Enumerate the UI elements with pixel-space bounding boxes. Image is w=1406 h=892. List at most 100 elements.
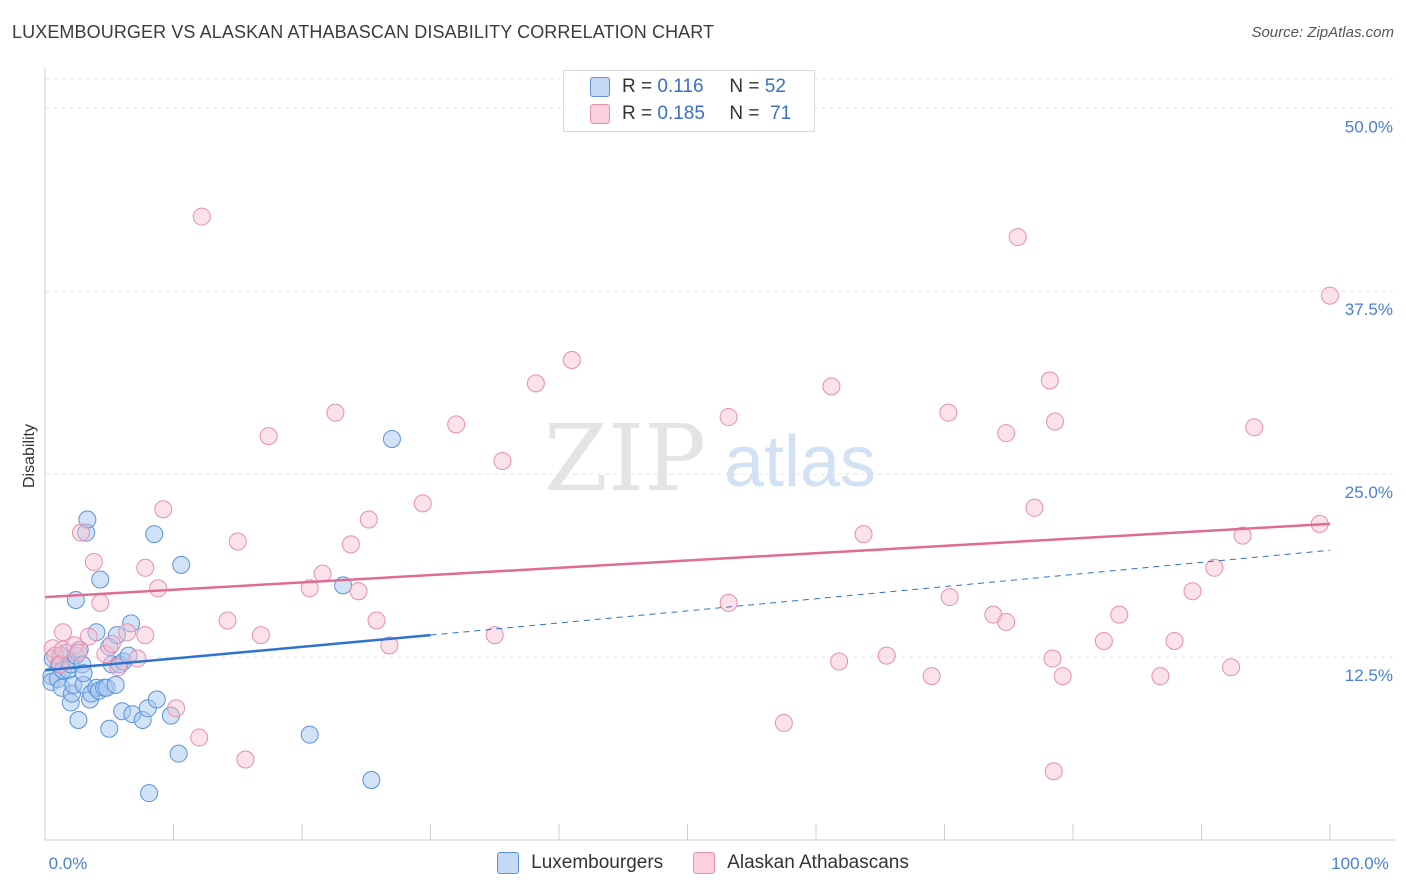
luxembourger-point <box>91 570 110 589</box>
alaskan-athabascan-point <box>96 645 115 664</box>
alaskan-athabascan-point <box>69 643 88 662</box>
x-tick-label-min: 0.0% <box>49 854 88 873</box>
alaskan-athabascan-point <box>53 623 72 642</box>
alaskan-athabascan-point <box>997 612 1016 631</box>
series-legend: Luxembourgers Alaskan Athabascans <box>0 852 1406 874</box>
legend-r-label: R = <box>622 103 653 124</box>
chart-title: LUXEMBOURGER VS ALASKAN ATHABASCAN DISAB… <box>12 22 715 42</box>
alaskan-athabascan-point <box>940 588 959 607</box>
alaskan-athabascan-point <box>1025 498 1044 517</box>
legend-n-value: 71 <box>770 103 792 124</box>
watermark-zip: ZIP <box>544 405 706 512</box>
alaskan-athabascan-point <box>380 636 399 655</box>
alaskan-athabascan-point <box>939 403 958 422</box>
alaskan-athabascan-point <box>1151 667 1170 686</box>
luxembourger-point <box>100 719 119 738</box>
y-tick-label: 37.5% <box>1345 300 1393 319</box>
legend-r-value: 0.116 <box>657 76 704 97</box>
alaskan-athabascan-point <box>154 500 173 519</box>
luxembourger-point <box>145 525 164 544</box>
alaskan-athabascan-point <box>79 627 98 646</box>
alaskan-athabascan-point <box>53 640 72 659</box>
luxembourgers-trend-extension <box>430 549 1331 636</box>
y-tick-label: 12.5% <box>1345 666 1393 685</box>
alaskan-athabascan-point <box>1245 418 1264 437</box>
alaskan-athabascan-point <box>1233 526 1252 545</box>
luxembourger-point <box>169 744 188 763</box>
legend-swatch-blue <box>590 77 610 97</box>
alaskan-athabascan-point <box>1008 228 1027 247</box>
series-legend-luxembourgers: Luxembourgers <box>497 852 663 874</box>
alaskan-athabascan-point <box>359 510 378 529</box>
alaskan-athabascan-point <box>367 611 386 630</box>
legend-swatch-blue <box>497 852 520 874</box>
gridlines <box>45 78 1395 658</box>
legend-n-label: N = <box>729 76 760 97</box>
alaskan-athabascan-point <box>562 350 581 369</box>
alaskan-athabascan-point <box>326 403 345 422</box>
y-tick-label: 25.0% <box>1345 483 1393 502</box>
alaskan-athabascan-point <box>300 579 319 598</box>
alaskan-athabascan-point <box>493 451 512 470</box>
luxembourger-point <box>107 626 126 645</box>
alaskan-athabascan-point <box>167 699 186 718</box>
alaskan-athabascan-point <box>251 626 270 645</box>
alaskan-athabascan-point <box>485 626 504 645</box>
legend-r-label: R = <box>622 76 653 97</box>
alaskan-athabascan-point <box>349 582 368 601</box>
luxembourger-point <box>147 690 166 709</box>
alaskan-athabascan-point <box>997 424 1016 443</box>
series-legend-alaskan-athabascans: Alaskan Athabascans <box>693 852 909 874</box>
luxembourger-point <box>362 770 381 789</box>
alaskan-athabascan-point <box>719 408 738 427</box>
legend-n-label: N = <box>729 103 760 124</box>
y-tick-label: 50.0% <box>1345 117 1393 136</box>
stats-legend: R = 0.116 N = 52 R = 0.185 N = 71 <box>563 70 815 132</box>
alaskan-athabascan-point <box>1043 649 1062 668</box>
alaskan-athabascan-point <box>719 593 738 612</box>
legend-r-value: 0.185 <box>657 103 705 124</box>
legend-row-alaskan-athabascans: R = 0.185 N = 71 <box>590 102 791 126</box>
alaskan-athabascan-point <box>1165 631 1184 650</box>
alaskan-athabascan-point <box>1094 631 1113 650</box>
alaskan-athabascan-point <box>1205 558 1224 577</box>
alaskan-athabascan-point <box>236 750 255 769</box>
legend-swatch-pink <box>590 104 610 124</box>
alaskan-athabascan-point <box>91 593 110 612</box>
alaskan-athabascan-point <box>102 634 121 653</box>
y-tick-labels: 12.5% 25.0% 37.5% 50.0% <box>1345 117 1393 685</box>
alaskan-athabascan-point <box>854 525 873 544</box>
luxembourger-point <box>122 614 141 633</box>
alaskan-athabascan-point <box>774 713 793 732</box>
alaskan-athabascan-point <box>313 564 332 583</box>
luxembourger-point <box>106 675 125 694</box>
luxembourger-point <box>140 784 159 803</box>
luxembourger-point <box>78 510 97 529</box>
alaskan-athabascan-point <box>1183 582 1202 601</box>
alaskan-athabascan-point <box>1044 762 1063 781</box>
alaskan-athabascan-point <box>71 523 90 542</box>
alaskan-athabascan-point <box>136 626 155 645</box>
alaskan-athabascan-point <box>136 558 155 577</box>
series-legend-label: Alaskan Athabascans <box>727 852 909 873</box>
luxembourgers-trend-line <box>44 633 431 672</box>
series-legend-label: Luxembourgers <box>531 852 664 873</box>
alaskan-athabascan-point <box>1110 605 1129 624</box>
alaskan-athabascan-point <box>192 207 211 226</box>
x-tick-labels: 0.0% 100.0% <box>49 854 1389 873</box>
alaskan-athabascan-point <box>922 667 941 686</box>
watermark: ZIP atlas <box>544 405 876 512</box>
alaskan-athabascan-point <box>218 611 237 630</box>
alaskan-athabascan-point <box>1040 371 1059 390</box>
luxembourger-point <box>382 430 401 449</box>
luxembourger-point <box>69 710 88 729</box>
alaskan-athabascan-point <box>1046 412 1065 431</box>
alaskan-athabascan-point <box>413 494 432 513</box>
x-tick-label-max: 100.0% <box>1331 854 1389 873</box>
alaskan-athabascan-point <box>84 552 103 571</box>
alaskan-athabascan-point <box>341 535 360 554</box>
source-credit: Source: ZipAtlas.com <box>1251 24 1394 41</box>
legend-swatch-pink <box>693 852 716 874</box>
legend-row-luxembourgers: R = 0.116 N = 52 <box>590 75 786 99</box>
